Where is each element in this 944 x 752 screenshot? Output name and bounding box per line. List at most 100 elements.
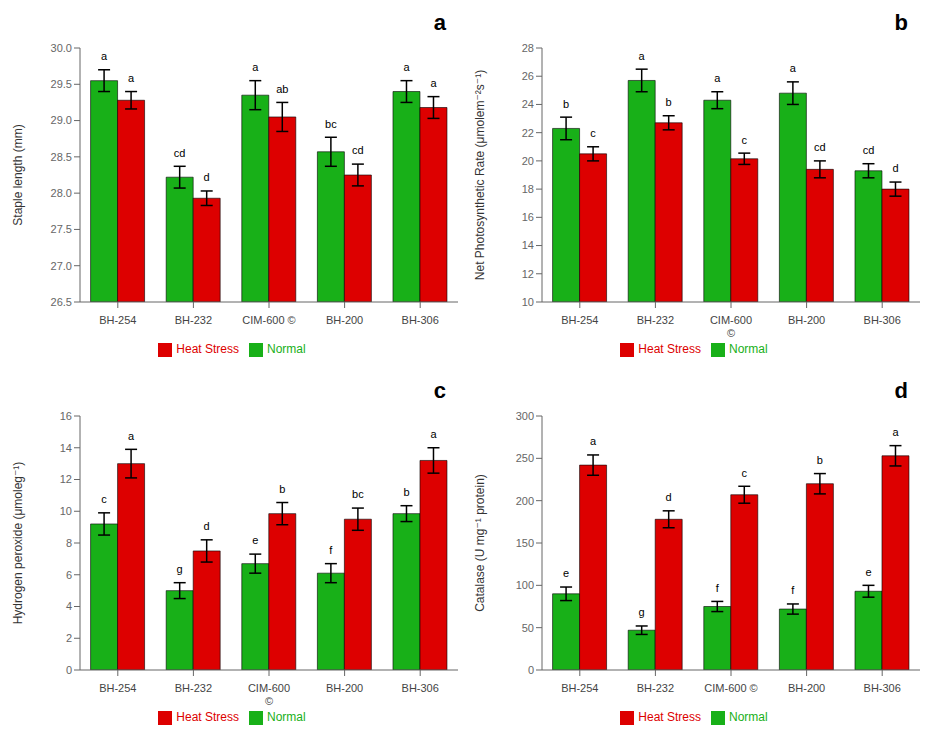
svg-text:BH-306: BH-306 xyxy=(402,314,439,326)
svg-text:a: a xyxy=(714,72,721,84)
svg-text:a: a xyxy=(128,72,135,84)
svg-text:28: 28 xyxy=(522,42,534,54)
svg-text:d: d xyxy=(892,162,898,174)
svg-text:cd: cd xyxy=(814,141,826,153)
svg-text:Hydrogen peroxide (μmoleg⁻¹): Hydrogen peroxide (μmoleg⁻¹) xyxy=(11,462,25,625)
svg-text:d: d xyxy=(666,491,672,503)
svg-text:c: c xyxy=(742,134,748,146)
svg-text:cd: cd xyxy=(863,144,875,156)
svg-text:28.5: 28.5 xyxy=(51,151,72,163)
svg-text:a: a xyxy=(430,428,437,440)
svg-text:29.5: 29.5 xyxy=(51,78,72,90)
svg-text:e: e xyxy=(865,566,871,578)
svg-text:b: b xyxy=(563,98,569,110)
svg-text:200: 200 xyxy=(516,495,534,507)
svg-text:bc: bc xyxy=(325,118,337,130)
svg-text:14: 14 xyxy=(60,442,72,454)
svg-text:14: 14 xyxy=(522,239,534,251)
svg-text:29.0: 29.0 xyxy=(51,114,72,126)
svg-text:CIM-600©: CIM-600© xyxy=(248,682,290,707)
svg-text:BH-232: BH-232 xyxy=(175,314,212,326)
svg-text:100: 100 xyxy=(516,579,534,591)
html-text:Heat Stress: Heat Stress xyxy=(176,342,239,356)
svg-text:BH-232: BH-232 xyxy=(175,682,212,694)
svg-text:BH-200: BH-200 xyxy=(788,682,825,694)
svg-text:e: e xyxy=(563,567,569,579)
svg-text:26.5: 26.5 xyxy=(51,296,72,308)
svg-text:c: c xyxy=(742,467,748,479)
svg-text:20: 20 xyxy=(522,155,534,167)
svg-text:a: a xyxy=(430,77,437,89)
svg-text:a: a xyxy=(403,61,410,73)
svg-text:18: 18 xyxy=(522,183,534,195)
svg-text:a: a xyxy=(252,61,259,73)
svg-text:0: 0 xyxy=(528,664,534,676)
svg-text:b: b xyxy=(279,483,285,495)
svg-text:8: 8 xyxy=(66,537,72,549)
svg-text:BH-232: BH-232 xyxy=(637,314,674,326)
svg-text:BH-254: BH-254 xyxy=(99,314,136,326)
svg-text:BH-254: BH-254 xyxy=(561,314,598,326)
svg-text:c: c xyxy=(590,127,596,139)
svg-text:b: b xyxy=(403,486,409,498)
svg-text:BH-200: BH-200 xyxy=(788,314,825,326)
svg-text:300: 300 xyxy=(516,410,534,422)
svg-text:26: 26 xyxy=(522,70,534,82)
svg-text:cd: cd xyxy=(352,144,364,156)
svg-text:4: 4 xyxy=(66,600,72,612)
svg-text:f: f xyxy=(329,544,333,556)
svg-text:f: f xyxy=(716,582,720,594)
svg-text:BH-306: BH-306 xyxy=(402,682,439,694)
svg-text:a: a xyxy=(790,62,797,74)
svg-text:27.5: 27.5 xyxy=(51,223,72,235)
svg-text:b: b xyxy=(817,454,823,466)
svg-text:d: d xyxy=(204,520,210,532)
svg-text:a: a xyxy=(101,50,108,62)
svg-text:30.0: 30.0 xyxy=(51,42,72,54)
svg-text:a: a xyxy=(128,430,135,442)
svg-text:BH-200: BH-200 xyxy=(326,314,363,326)
svg-text:c: c xyxy=(101,493,107,505)
svg-text:CIM-600©: CIM-600© xyxy=(710,314,752,339)
svg-text:e: e xyxy=(252,534,258,546)
svg-text:50: 50 xyxy=(522,622,534,634)
svg-text:g: g xyxy=(177,563,183,575)
svg-text:16: 16 xyxy=(60,410,72,422)
svg-text:a: a xyxy=(892,426,899,438)
svg-text:Staple length (mm): Staple length (mm) xyxy=(11,124,25,225)
svg-text:10: 10 xyxy=(60,505,72,517)
svg-text:cd: cd xyxy=(174,147,186,159)
svg-text:g: g xyxy=(639,606,645,618)
svg-text:ab: ab xyxy=(276,83,288,95)
svg-text:CIM-600 ©: CIM-600 © xyxy=(704,682,757,694)
svg-text:24: 24 xyxy=(522,98,534,110)
svg-text:Catalase (U mg⁻¹ protein): Catalase (U mg⁻¹ protein) xyxy=(473,474,487,612)
svg-text:BH-306: BH-306 xyxy=(864,314,901,326)
svg-text:BH-232: BH-232 xyxy=(637,682,674,694)
svg-text:a: a xyxy=(639,50,646,62)
svg-text:CIM-600 ©: CIM-600 © xyxy=(242,314,295,326)
svg-text:BH-200: BH-200 xyxy=(326,682,363,694)
svg-text:bc: bc xyxy=(352,488,364,500)
svg-text:12: 12 xyxy=(522,268,534,280)
svg-text:a: a xyxy=(590,435,597,447)
svg-text:0: 0 xyxy=(66,664,72,676)
svg-text:22: 22 xyxy=(522,127,534,139)
svg-text:BH-254: BH-254 xyxy=(561,682,598,694)
svg-text:b: b xyxy=(666,96,672,108)
html-text:Normal: Normal xyxy=(267,342,306,356)
svg-text:28.0: 28.0 xyxy=(51,187,72,199)
svg-text:Net Photosynthetic Rate (μmole: Net Photosynthetic Rate (μmolem⁻²s⁻¹) xyxy=(473,70,487,280)
svg-text:12: 12 xyxy=(60,473,72,485)
svg-text:16: 16 xyxy=(522,211,534,223)
svg-text:10: 10 xyxy=(522,296,534,308)
svg-text:f: f xyxy=(791,584,795,596)
svg-text:150: 150 xyxy=(516,537,534,549)
svg-text:250: 250 xyxy=(516,452,534,464)
svg-text:6: 6 xyxy=(66,569,72,581)
svg-text:2: 2 xyxy=(66,632,72,644)
svg-text:BH-306: BH-306 xyxy=(864,682,901,694)
svg-text:d: d xyxy=(204,171,210,183)
svg-text:BH-254: BH-254 xyxy=(99,682,136,694)
svg-text:27.0: 27.0 xyxy=(51,260,72,272)
